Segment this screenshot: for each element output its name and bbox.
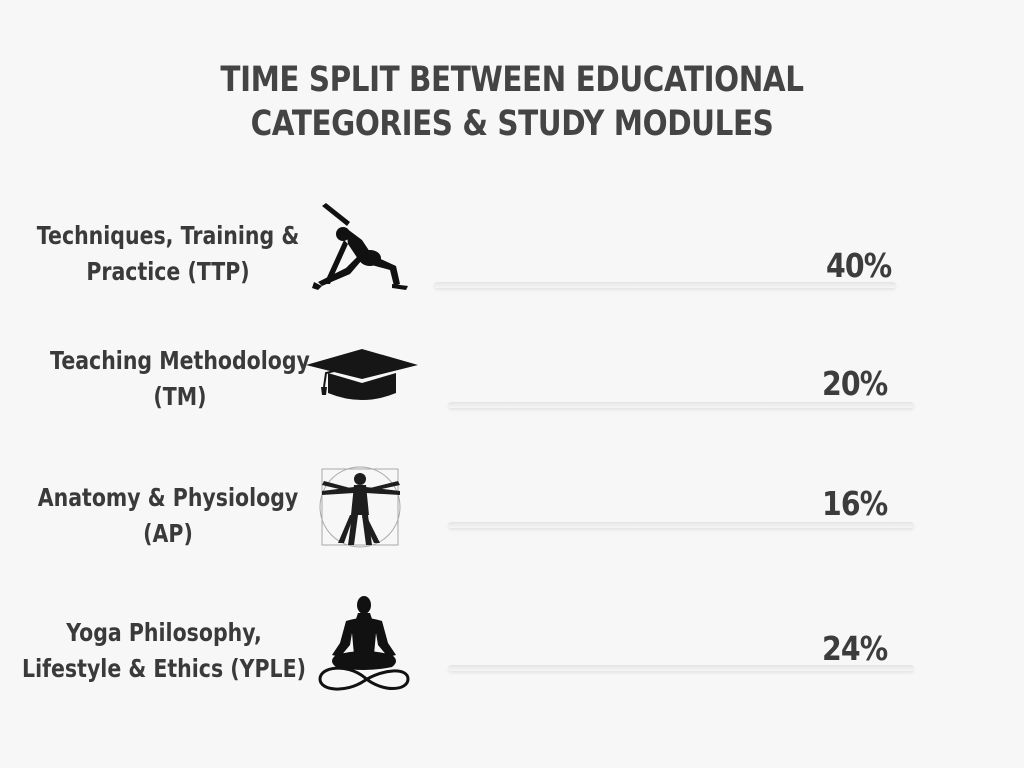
value-label-yple: 24% (822, 629, 888, 668)
category-row-ap: Anatomy & Physiology (AP) 16% (0, 466, 1024, 590)
graduation-cap-icon (304, 343, 420, 405)
bar-ttp (434, 282, 896, 288)
category-label-yple-line-2: Lifestyle & Ethics (YPLE) (22, 654, 306, 683)
value-label-ap: 16% (822, 484, 888, 523)
bar-ap (448, 522, 914, 528)
bar-tm (448, 402, 914, 408)
chart-title: TIME SPLIT BETWEEN EDUCATIONAL CATEGORIE… (82, 58, 942, 146)
yoga-stretch-pose-icon (310, 200, 410, 295)
category-label-ttp-line-2: Practice (TTP) (86, 257, 250, 286)
category-label-ap-line-1: Anatomy & Physiology (37, 483, 299, 512)
chart-title-line-1: TIME SPLIT BETWEEN EDUCATIONAL (220, 60, 804, 100)
category-label-tm-line-1: Teaching Methodology (50, 346, 310, 375)
category-row-ttp: Techniques, Training & Practice (TTP) (0, 200, 1024, 320)
category-label-yple: Yoga Philosophy, Lifestyle & Ethics (YPL… (16, 615, 311, 687)
category-label-tm: Teaching Methodology (TM) (32, 343, 327, 415)
meditation-lotus-pose-icon (316, 593, 412, 699)
category-label-ttp: Techniques, Training & Practice (TTP) (20, 218, 315, 290)
bar-yple (448, 665, 914, 671)
category-row-tm: Teaching Methodology (TM) 20% (0, 335, 1024, 455)
chart-title-line-2: CATEGORIES & STUDY MODULES (250, 104, 774, 144)
category-label-tm-line-2: (TM) (153, 382, 207, 411)
value-label-ttp: 40% (826, 246, 892, 285)
vitruvian-man-icon (314, 465, 410, 551)
category-label-ttp-line-1: Techniques, Training & (36, 221, 300, 250)
category-label-yple-line-1: Yoga Philosophy, (66, 618, 262, 647)
category-label-ap: Anatomy & Physiology (AP) (20, 480, 315, 552)
value-label-tm: 20% (822, 364, 888, 403)
category-row-yple: Yoga Philosophy, Lifestyle & Ethics (YPL… (0, 596, 1024, 725)
category-label-ap-line-2: (AP) (143, 519, 193, 548)
